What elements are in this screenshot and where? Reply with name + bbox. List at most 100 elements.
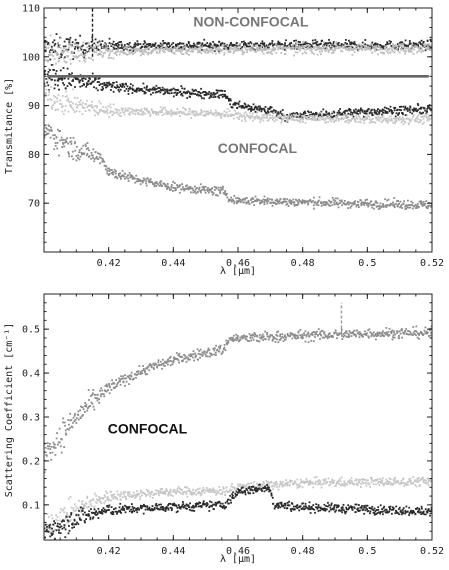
data-point — [304, 45, 307, 48]
data-point — [225, 46, 227, 49]
data-point — [91, 104, 93, 107]
data-point — [48, 44, 51, 46]
data-point — [273, 485, 276, 488]
data-point — [379, 207, 381, 210]
data-point — [88, 500, 91, 503]
data-point — [199, 45, 202, 48]
data-point — [76, 43, 79, 46]
data-point — [320, 483, 323, 486]
data-point — [192, 353, 195, 356]
data-point — [63, 524, 66, 526]
data-point — [158, 50, 161, 53]
data-point — [223, 46, 225, 49]
data-point — [135, 370, 138, 373]
data-point — [119, 172, 121, 175]
data-point — [266, 197, 269, 200]
data-point — [192, 350, 195, 353]
data-point — [203, 350, 206, 353]
data-point — [310, 113, 313, 116]
data-point — [313, 207, 315, 210]
data-point — [266, 119, 269, 122]
data-point — [121, 496, 124, 498]
data-point — [384, 44, 387, 46]
data-point — [413, 205, 416, 208]
data-point — [393, 205, 396, 207]
data-point — [236, 202, 238, 205]
data-point — [227, 113, 230, 116]
data-point — [162, 93, 165, 96]
data-point — [322, 483, 325, 485]
data-point — [166, 42, 169, 45]
data-point — [168, 493, 171, 496]
data-point — [375, 483, 377, 486]
data-point — [337, 114, 339, 117]
data-point — [297, 43, 300, 46]
data-point — [229, 98, 232, 101]
data-point — [340, 44, 342, 47]
data-point — [395, 120, 398, 123]
data-point — [348, 333, 350, 336]
data-point — [290, 200, 293, 202]
data-point — [312, 482, 315, 485]
data-point — [192, 89, 195, 92]
data-point — [223, 346, 226, 349]
data-point — [88, 50, 91, 52]
data-point — [406, 206, 409, 209]
data-point — [346, 332, 349, 335]
data-point — [416, 115, 419, 118]
data-point — [157, 361, 160, 364]
data-point — [168, 189, 171, 191]
data-point — [61, 110, 64, 113]
data-point — [271, 42, 274, 45]
data-point — [382, 204, 385, 207]
data-point — [129, 86, 131, 89]
data-point — [276, 338, 278, 341]
data-point — [273, 49, 276, 52]
data-point — [296, 483, 298, 486]
data-point — [188, 42, 190, 44]
data-point — [251, 45, 254, 48]
data-point — [343, 47, 346, 49]
data-point — [360, 44, 363, 47]
data-point — [330, 116, 333, 119]
data-point — [233, 50, 235, 53]
data-point — [303, 46, 306, 48]
data-point — [103, 45, 106, 48]
data-point — [71, 511, 74, 514]
data-point — [46, 513, 49, 515]
y-tick-label: 100 — [22, 52, 40, 63]
data-point — [120, 375, 122, 378]
data-point — [349, 108, 352, 111]
data-point — [368, 48, 371, 51]
data-point — [48, 125, 51, 127]
data-point — [51, 106, 53, 108]
data-point — [80, 147, 83, 150]
data-point — [281, 119, 283, 122]
data-point — [162, 358, 164, 361]
data-point — [67, 55, 70, 58]
data-point — [46, 442, 49, 445]
data-point — [367, 482, 370, 485]
data-point — [292, 115, 295, 117]
data-point — [320, 42, 322, 45]
data-point — [173, 358, 176, 360]
data-point — [341, 45, 344, 48]
data-point — [45, 528, 48, 531]
data-point — [402, 105, 405, 108]
data-point — [216, 194, 219, 197]
data-point — [197, 492, 199, 494]
data-point — [366, 202, 369, 204]
data-point — [390, 202, 392, 205]
data-point — [175, 491, 178, 494]
data-point — [415, 107, 417, 110]
data-point — [365, 479, 368, 482]
data-point — [415, 485, 418, 488]
data-point — [78, 103, 81, 106]
data-point — [381, 113, 383, 116]
data-point — [414, 479, 416, 482]
data-point — [242, 40, 245, 43]
data-point — [116, 176, 119, 179]
data-point — [243, 51, 246, 53]
data-point — [377, 48, 380, 51]
data-point — [78, 81, 81, 84]
